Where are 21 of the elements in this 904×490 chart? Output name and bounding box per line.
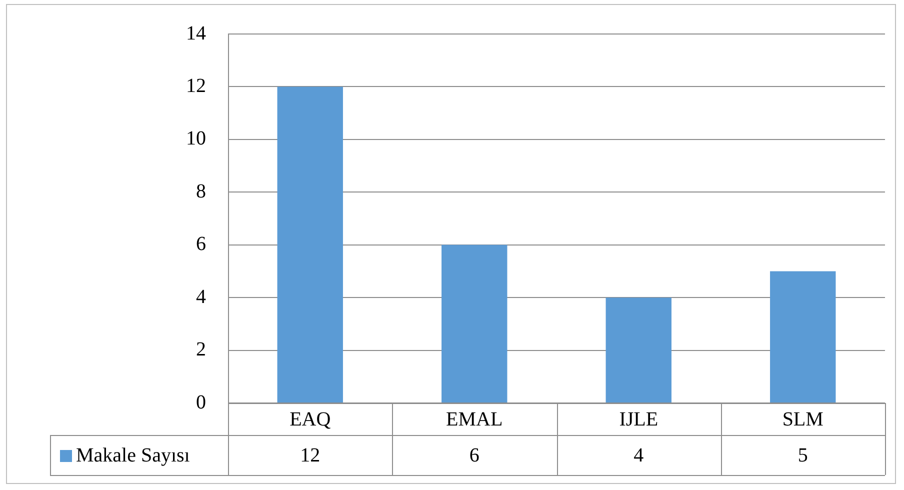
data-label: 6 <box>469 444 480 466</box>
bar <box>606 298 672 402</box>
data-label: 4 <box>634 444 644 466</box>
y-tick-label: 12 <box>186 74 206 97</box>
x-tick-label: SLM <box>782 408 824 430</box>
y-tick-label: 0 <box>196 391 206 414</box>
data-label: 12 <box>300 444 320 466</box>
x-tick-label: EMAL <box>446 408 503 430</box>
y-tick-label: 8 <box>196 180 206 202</box>
data-label: 5 <box>798 444 808 466</box>
y-tick-label: 14 <box>186 22 206 44</box>
legend-label: Makale Sayısı <box>76 444 190 466</box>
y-tick-label: 4 <box>196 286 206 308</box>
bar <box>770 271 836 402</box>
y-tick-label: 10 <box>186 128 206 150</box>
bar <box>277 86 343 402</box>
x-tick-label: EAQ <box>290 408 332 430</box>
y-tick-label: 2 <box>196 338 206 361</box>
bar <box>442 244 508 402</box>
x-tick-label: IJLE <box>619 408 658 430</box>
y-tick-label: 6 <box>196 233 206 256</box>
